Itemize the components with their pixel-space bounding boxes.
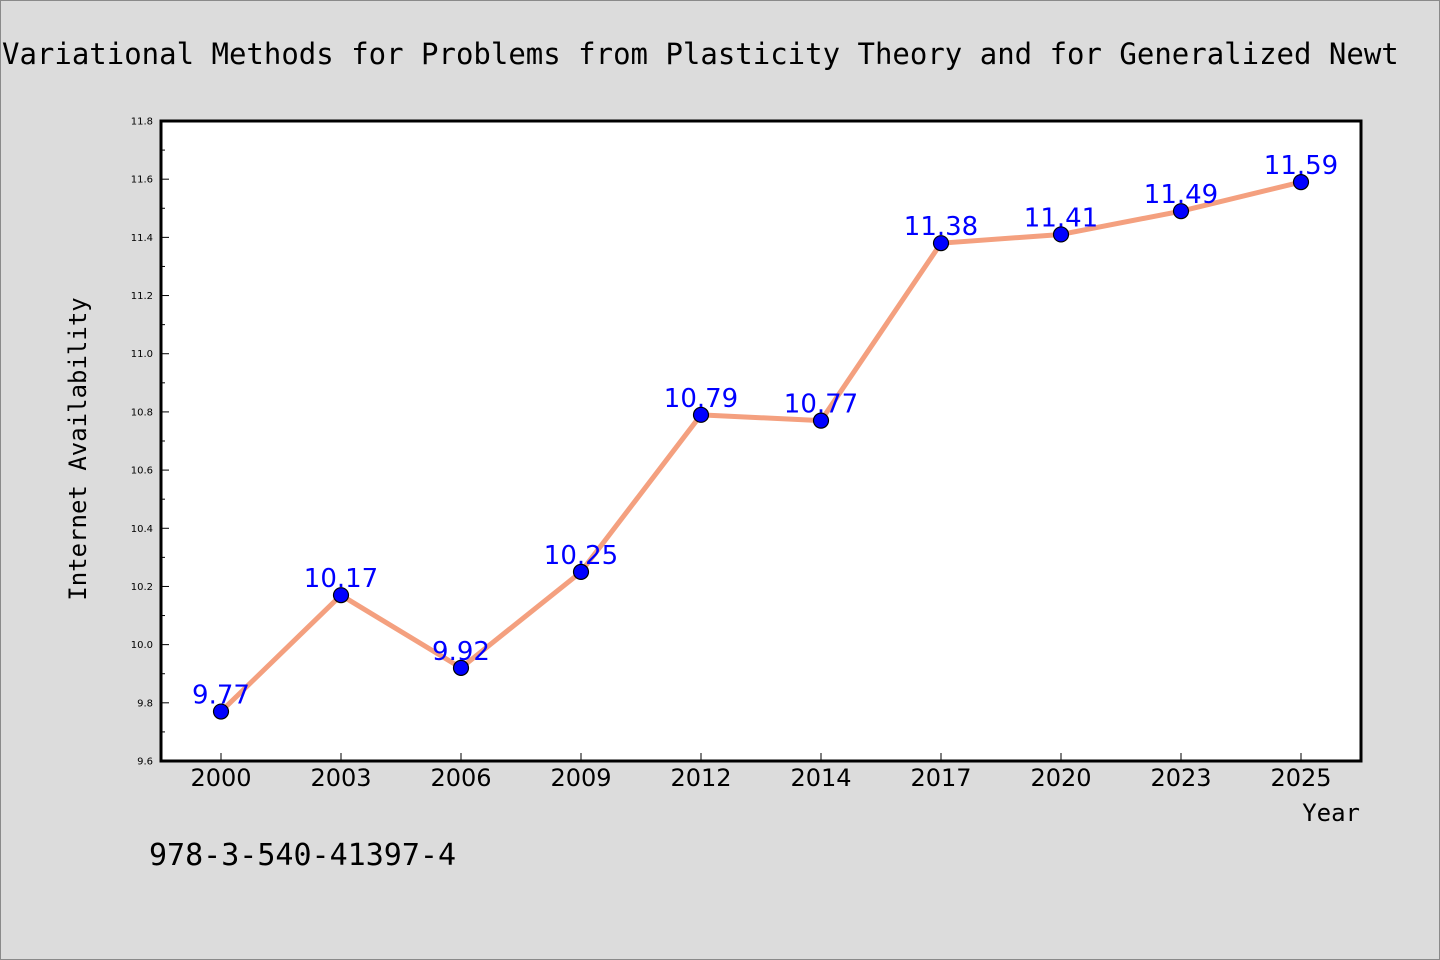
x-tick-label: 2014: [790, 764, 851, 792]
x-tick-label: 2009: [550, 764, 611, 792]
data-point: [332, 587, 350, 604]
x-tick-label: 2023: [1150, 764, 1211, 792]
y-tick-label: 10.8: [131, 407, 153, 418]
y-axis-label: Internet Availability: [64, 297, 92, 600]
y-tick-label: 10.2: [131, 582, 153, 593]
y-tick-label: 10.6: [131, 466, 153, 477]
x-axis-ticks: 2000 2003 2006 2009 2012 2014 2017 2020 2023 2025: [190, 753, 1332, 792]
data-label: 11.49: [1144, 180, 1218, 210]
data-label: 11.59: [1264, 151, 1338, 181]
data-point: [692, 406, 710, 423]
isbn-label: 978-3-540-41397-4: [149, 838, 456, 873]
y-tick-label: 11.2: [131, 291, 153, 302]
data-point: [1172, 203, 1190, 220]
y-tick-label: 11.0: [131, 349, 153, 360]
data-label: 9.77: [192, 681, 250, 711]
data-point: [452, 659, 470, 677]
plot-area: [161, 121, 1361, 761]
y-tick-label: 11.6: [131, 175, 153, 186]
x-tick-label: 2003: [310, 764, 371, 792]
chart-title: Variational Methods for Problems from Pl…: [2, 37, 1399, 71]
y-tick-label: 11.4: [131, 233, 153, 244]
data-label: 10.25: [544, 541, 618, 571]
x-tick-label: 2017: [910, 764, 971, 792]
data-point: [1292, 173, 1310, 191]
x-tick-label: 2025: [1270, 764, 1331, 792]
data-label: 10.77: [784, 390, 858, 420]
data-label: 10.17: [304, 564, 378, 594]
data-point: [212, 703, 230, 720]
data-label: 9.92: [432, 637, 490, 667]
x-tick-label: 2020: [1030, 764, 1091, 792]
y-tick-label: 9.6: [137, 757, 153, 768]
y-tick-label: 10.0: [131, 640, 153, 651]
data-label: 10.79: [664, 384, 738, 414]
y-tick-label: 11.8: [131, 117, 153, 128]
x-tick-label: 2012: [670, 764, 731, 792]
data-point: [812, 412, 830, 429]
data-point: [932, 235, 950, 252]
x-tick-label: 2000: [190, 764, 251, 792]
x-axis-label: Year: [1302, 799, 1360, 827]
x-tick-label: 2006: [430, 764, 491, 792]
y-tick-label: 10.4: [131, 524, 153, 535]
data-point: [1052, 226, 1070, 243]
data-point: [572, 563, 590, 581]
series-line: [218, 179, 1304, 715]
y-tick-label: 9.8: [137, 698, 153, 709]
data-labels: 9.77 10.17 9.92 10.25 10.79 10.77 11.38 11.41 11…: [192, 151, 1338, 710]
data-markers: [212, 173, 1310, 720]
plot-border: [159, 119, 1363, 763]
data-label: 11.41: [1024, 203, 1098, 233]
data-label: 11.38: [904, 212, 978, 242]
